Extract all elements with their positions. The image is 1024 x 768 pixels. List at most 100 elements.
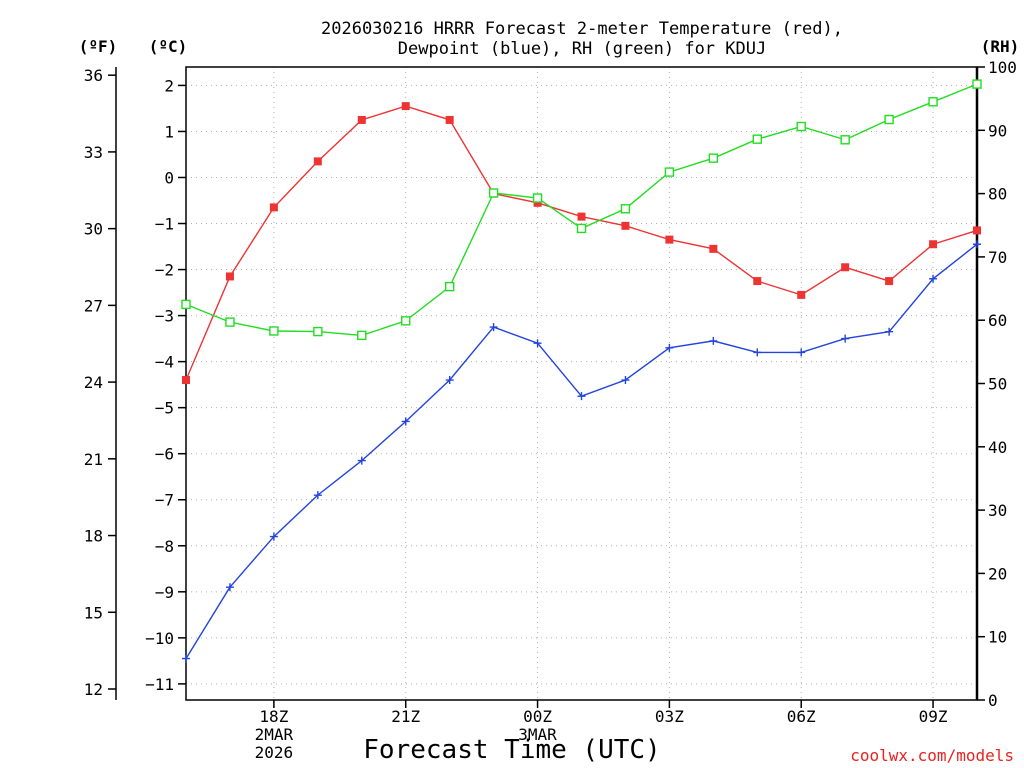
rh-point	[884, 114, 894, 125]
dewpoint-point	[357, 456, 366, 465]
temperature-point	[269, 203, 278, 212]
dewpoint-point	[797, 348, 806, 357]
celsius-tick-label: −3	[155, 307, 174, 326]
fahrenheit-tick-label: 33	[84, 143, 103, 162]
dewpoint-point	[929, 274, 938, 283]
celsius-tick-label: −1	[155, 215, 174, 234]
rh-tick-label: 30	[988, 501, 1007, 520]
dewpoint-point	[533, 339, 542, 348]
celsius-unit-label: (ºC)	[149, 37, 188, 56]
fahrenheit-axis: 36 33 30 27 24 21 18 15 12	[84, 66, 116, 699]
temperature-point	[313, 157, 322, 166]
fahrenheit-unit-label: (ºF)	[79, 37, 118, 56]
celsius-tick-label: −9	[155, 583, 174, 602]
time-tick-label: 2026	[255, 743, 294, 762]
rh-unit-label: (RH)	[981, 37, 1020, 56]
temperature-point	[973, 226, 981, 235]
fahrenheit-tick-label: 12	[84, 680, 103, 699]
rh-tick-label: 80	[988, 185, 1007, 204]
rh-point	[664, 167, 675, 177]
series-dewpoint	[182, 240, 981, 663]
rh-point	[401, 316, 411, 326]
rh-point	[840, 135, 850, 145]
temperature-point	[753, 277, 762, 286]
celsius-tick-label: 1	[164, 122, 174, 141]
data-series	[181, 79, 982, 663]
title-line-2: Dewpoint (blue), RH (green) for KDUJ	[398, 39, 766, 59]
celsius-tick-label: −4	[155, 353, 174, 372]
dewpoint-point	[665, 343, 674, 352]
rh-point	[708, 153, 719, 163]
temperature-point	[841, 263, 850, 272]
celsius-tick-label: −10	[145, 629, 174, 648]
celsius-tick-label: 0	[164, 168, 174, 187]
temperature-point	[225, 272, 234, 281]
rh-point	[972, 79, 982, 89]
celsius-axis: 2 1 0 −1 −2 −3 −4 −5 −6 −7 −8 −9 −10 −11	[145, 76, 186, 694]
dewpoint-point	[182, 654, 190, 663]
fahrenheit-tick-label: 24	[84, 373, 103, 392]
x-axis-title: Forecast Time (UTC)	[363, 735, 660, 765]
plot-frame	[115, 66, 979, 701]
temperature-point	[445, 115, 454, 124]
time-tick-label: 09Z	[919, 707, 948, 726]
dewpoint-line	[185, 243, 978, 659]
series-temperature	[182, 102, 981, 385]
celsius-tick-label: −6	[155, 445, 174, 464]
chart-title: 2026030216 HRRR Forecast 2-meter Tempera…	[321, 19, 843, 59]
temperature-point	[577, 212, 586, 221]
time-tick-label: 3MAR	[518, 725, 557, 744]
dewpoint-point	[621, 376, 630, 385]
temperature-line	[185, 105, 978, 381]
temperature-point	[357, 115, 366, 124]
rh-point	[796, 121, 806, 132]
rh-point	[181, 299, 191, 310]
fahrenheit-tick-label: 30	[84, 220, 103, 239]
temperature-point	[621, 221, 630, 230]
title-line-1: 2026030216 HRRR Forecast 2-meter Tempera…	[321, 19, 843, 39]
time-tick-label: 06Z	[787, 707, 816, 726]
dewpoint-point	[445, 376, 454, 385]
fahrenheit-tick-label: 27	[84, 296, 103, 315]
celsius-tick-label: −7	[155, 491, 174, 510]
time-tick-label: 00Z	[523, 707, 552, 726]
temperature-point	[885, 277, 894, 286]
grid-lines	[186, 67, 977, 700]
fahrenheit-tick-label: 15	[84, 603, 103, 622]
rh-point	[620, 204, 631, 214]
fahrenheit-tick-label: 21	[84, 450, 103, 469]
dewpoint-point	[973, 240, 981, 249]
time-tick-label: 03Z	[655, 707, 684, 726]
temperature-point	[533, 198, 542, 207]
rh-line	[185, 83, 978, 337]
series-rh	[181, 79, 982, 341]
credit-link[interactable]: coolwx.com/models	[850, 746, 1014, 765]
temperature-point	[929, 240, 938, 249]
rh-point	[576, 223, 587, 234]
rh-point	[225, 317, 235, 327]
dewpoint-point	[225, 583, 234, 592]
fahrenheit-tick-label: 18	[84, 527, 103, 546]
rh-tick-label: 20	[988, 564, 1007, 583]
rh-point	[928, 97, 938, 107]
temperature-point	[665, 235, 674, 244]
rh-point	[488, 188, 499, 198]
dewpoint-point	[753, 348, 762, 357]
rh-tick-label: 70	[988, 248, 1007, 267]
temperature-point	[182, 376, 190, 385]
rh-point	[444, 281, 455, 292]
rh-tick-label: 60	[988, 311, 1007, 330]
dewpoint-point	[709, 336, 718, 345]
rh-point	[313, 326, 323, 337]
celsius-tick-label: −5	[155, 399, 174, 418]
rh-tick-label: 50	[988, 375, 1007, 394]
rh-point	[357, 330, 367, 341]
plot-border	[185, 66, 978, 701]
celsius-tick-label: −8	[155, 537, 174, 556]
temperature-point	[401, 102, 410, 111]
time-tick-label: 18Z	[259, 707, 288, 726]
celsius-tick-label: −2	[155, 261, 174, 280]
